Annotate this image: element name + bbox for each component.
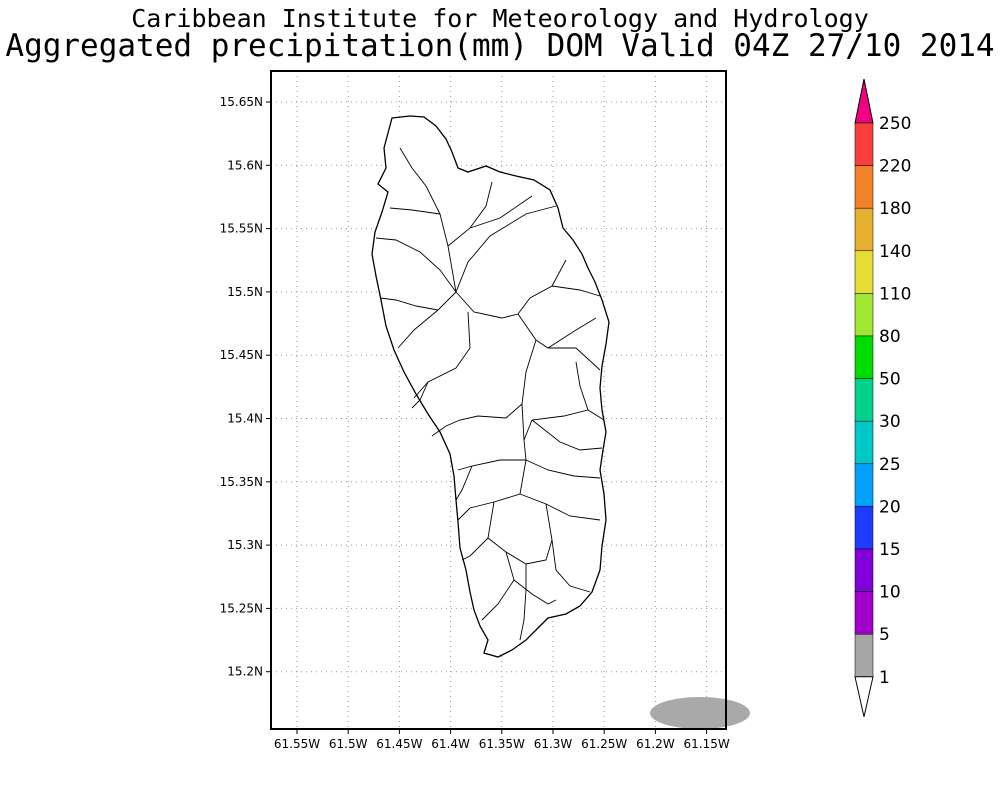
colorbar-under-triangle (854, 676, 874, 717)
lat-tick-label: 15.5N (227, 285, 263, 299)
colorbar-label: 5 (879, 625, 890, 645)
lon-tick-label: 61.25W (581, 737, 627, 751)
lon-tick-label: 61.55W (274, 737, 320, 751)
lat-tick-label: 15.3N (227, 538, 263, 552)
colorbar-label: 20 (879, 497, 901, 517)
colorbar-swatch (854, 122, 874, 166)
colorbar-swatch (854, 250, 874, 294)
lat-tick-label: 15.65N (220, 95, 263, 109)
lat-tick-label: 15.25N (220, 601, 263, 615)
lat-tick-label: 15.35N (220, 475, 263, 489)
lon-tick-label: 61.5W (329, 737, 368, 751)
island-outline (371, 115, 610, 658)
longitude-ticks: 61.55W 61.5W 61.45W 61.4W 61.35W 61.3W 61.25W 6… (274, 729, 730, 751)
lon-tick-label: 61.3W (534, 737, 573, 751)
lon-tick-label: 61.2W (636, 737, 675, 751)
colorbar-over-triangle (854, 78, 874, 124)
lon-tick-label: 61.15W (683, 737, 729, 751)
colorbar-swatch (854, 548, 874, 592)
lat-tick-label: 15.2N (227, 665, 263, 679)
colorbar-swatch (854, 378, 874, 422)
latitude-ticks: 15.65N 15.6N 15.55N 15.5N 15.45N 15.4N 15.35N 1… (220, 95, 271, 679)
title-line-1: Caribbean Institute for Meteorology and … (131, 4, 869, 33)
river-basins (375, 147, 605, 641)
colorbar-swatch (854, 633, 874, 678)
lat-tick-label: 15.4N (227, 412, 263, 426)
map-frame (270, 70, 727, 730)
colorbar-label: 80 (879, 327, 901, 347)
colorbar-label: 1 (879, 668, 890, 688)
colorbar-label: 180 (879, 199, 911, 219)
island-dominica (371, 115, 610, 658)
colorbar-swatch (854, 463, 874, 507)
colorbar-swatch (854, 165, 874, 209)
colorbar-swatch (854, 207, 874, 252)
lon-tick-label: 61.35W (479, 737, 525, 751)
colorbar-label: 110 (879, 284, 911, 304)
colorbar-swatch (854, 293, 874, 337)
grid-lines (271, 71, 726, 729)
lon-tick-label: 61.4W (431, 737, 470, 751)
colorbar-label: 50 (879, 370, 901, 390)
lon-tick-label: 61.45W (376, 737, 422, 751)
colorbar-label: 25 (879, 455, 901, 475)
colorbar-swatch (854, 335, 874, 379)
colorbar-label: 250 (879, 114, 911, 134)
colorbar-label: 30 (879, 412, 901, 432)
lat-tick-label: 15.55N (220, 222, 263, 236)
colorbar-label: 140 (879, 242, 911, 262)
colorbar-label: 10 (879, 583, 901, 603)
colorbar-swatch (854, 420, 874, 465)
colorbar-swatch (854, 506, 874, 550)
colorbar-label: 220 (879, 157, 911, 177)
precip-area (650, 697, 750, 729)
colorbar-swatch (854, 591, 874, 635)
lat-tick-label: 15.45N (220, 348, 263, 362)
title-line-2: Aggregated precipitation(mm) DOM Valid 0… (5, 28, 995, 64)
lat-tick-label: 15.6N (227, 158, 263, 172)
colorbar-label: 15 (879, 540, 901, 560)
